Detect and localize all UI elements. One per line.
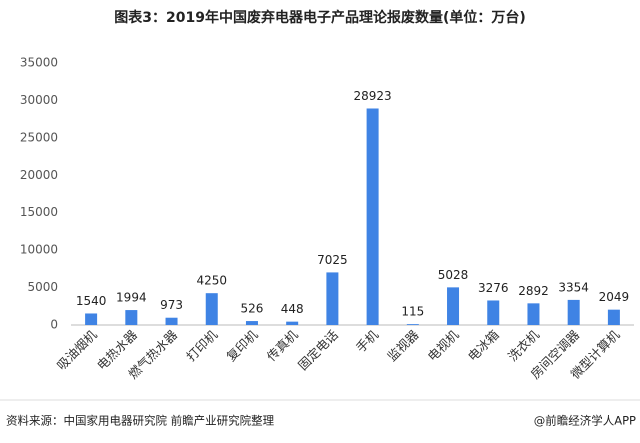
x-tick-label: 复印机 [223, 327, 260, 364]
y-tick-label: 10000 [20, 243, 58, 257]
x-tick-label: 打印机 [183, 327, 220, 364]
value-label: 2892 [518, 284, 549, 298]
bar [447, 287, 460, 325]
y-tick-label: 20000 [20, 168, 58, 182]
bar [165, 317, 178, 325]
value-label: 1540 [76, 294, 107, 308]
chart-title: 图表3：2019年中国废弃电器电子产品理论报废数量(单位：万台) [114, 9, 526, 26]
bar [286, 321, 299, 325]
value-label: 28923 [354, 89, 392, 103]
brand: @前瞻经济学人APP [534, 414, 636, 428]
source-note: 资料来源：中国家用电器研究院 前瞻产业研究院整理 [6, 414, 275, 428]
y-tick-label: 5000 [27, 280, 58, 294]
y-tick-label: 35000 [20, 56, 58, 70]
bar [326, 272, 339, 325]
x-tick-label: 传真机 [264, 327, 301, 364]
bar [245, 321, 258, 325]
x-tick-label: 电冰箱 [465, 327, 502, 364]
bar [607, 309, 620, 325]
value-label: 1994 [116, 291, 147, 305]
bar [406, 324, 419, 325]
value-label: 448 [281, 302, 304, 316]
value-label: 526 [241, 302, 264, 316]
value-label: 4250 [196, 274, 227, 288]
value-label: 3354 [558, 280, 589, 294]
x-tick-label: 电视机 [424, 327, 461, 364]
y-tick-label: 0 [50, 318, 58, 332]
bar [366, 108, 379, 325]
x-tick-label: 固定电话 [295, 327, 341, 373]
x-tick-label: 监视器 [384, 327, 421, 364]
x-tick-label: 手机 [353, 327, 382, 356]
bar [125, 310, 138, 325]
value-label: 5028 [438, 268, 469, 282]
x-tick-label: 洗衣机 [505, 327, 542, 364]
bar [205, 293, 218, 325]
value-label: 115 [401, 305, 424, 319]
x-tick-label: 吸油烟机 [54, 327, 100, 373]
bar [527, 303, 540, 325]
bar [567, 299, 580, 325]
bar [85, 313, 98, 325]
value-label: 2049 [599, 290, 630, 304]
value-label: 7025 [317, 253, 348, 267]
value-label: 973 [160, 298, 183, 312]
y-tick-label: 30000 [20, 93, 58, 107]
y-tick-label: 25000 [20, 130, 58, 144]
value-label: 3276 [478, 281, 509, 295]
y-tick-label: 15000 [20, 205, 58, 219]
bar [487, 300, 500, 325]
